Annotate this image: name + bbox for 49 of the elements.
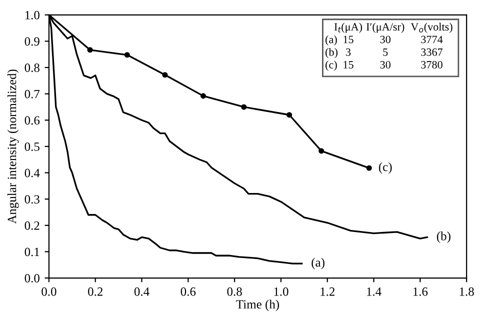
point (124, 52, 130, 58)
point (241, 104, 247, 110)
x-tick-label: 1.6 (413, 287, 428, 296)
series-label: (c) (378, 162, 392, 174)
series-label: (a) (312, 258, 324, 270)
y-axis-title: Angular intensity (normalized) (7, 70, 19, 224)
annotation: (b) (326, 48, 338, 58)
annotation: 3780 (421, 61, 442, 68)
y-tick-label: 0.6 (24, 116, 40, 125)
x-tick-label: 0.2 (88, 287, 102, 296)
annotation: V$_{o}$(volts) (410, 22, 452, 33)
annotation: 15 (344, 36, 354, 44)
annotation: (c) (326, 60, 337, 71)
x-tick-label: 0.8 (227, 287, 242, 296)
point (200, 93, 206, 99)
annotation: 3774 (421, 36, 443, 44)
y-tick-label: 1.0 (25, 10, 40, 20)
annotation: 3367 (421, 48, 443, 56)
point (286, 112, 292, 118)
x-tick-label: 0.6 (180, 287, 196, 296)
series-label: (b) (436, 232, 450, 243)
x-tick-label: 0.0 (42, 287, 56, 296)
annotation: I′(μA/sr) (366, 22, 404, 33)
y-tick-label: 0.5 (24, 142, 40, 151)
x-tick-label: 1.8 (460, 287, 474, 296)
y-tick-label: 0.4 (24, 168, 40, 178)
y-tick-label: 0.1 (24, 248, 40, 256)
x-tick-label: 0.4 (134, 287, 150, 296)
x-tick-label: 1.0 (274, 287, 288, 296)
x-tick-label: 1.4 (367, 287, 382, 296)
point (87, 47, 93, 53)
point (318, 148, 324, 154)
x-axis-title: Time (h) (236, 300, 280, 312)
y-tick-label: 0.2 (24, 221, 40, 230)
y-tick-label: 0.0 (24, 274, 40, 283)
annotation: (a) (326, 35, 337, 46)
y-tick-label: 0.8 (24, 64, 40, 72)
annotation: 30 (380, 61, 390, 68)
annotation: 30 (380, 36, 390, 44)
annotation: I$_{t}$(μA) (334, 22, 362, 33)
annotation: 3 (346, 48, 351, 56)
y-tick-label: 0.9 (24, 37, 40, 46)
point (162, 72, 168, 78)
point (366, 165, 372, 171)
y-tick-label: 0.7 (24, 90, 40, 98)
annotation: 15 (344, 61, 354, 68)
x-tick-label: 1.2 (320, 287, 334, 296)
y-tick-label: 0.3 (24, 195, 40, 204)
annotation: 5 (383, 48, 388, 56)
